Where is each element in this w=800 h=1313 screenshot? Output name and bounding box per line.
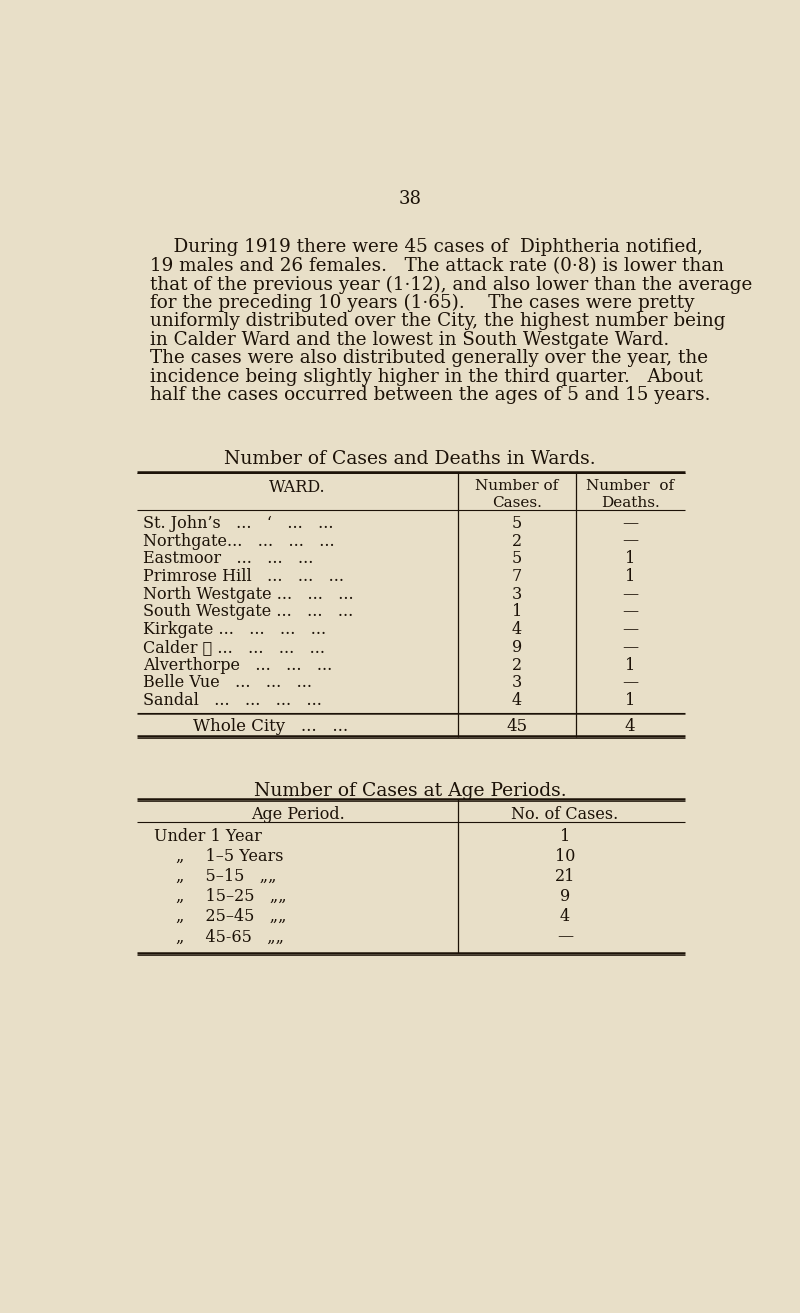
Text: 7: 7 xyxy=(512,569,522,586)
Text: Under 1 Year: Under 1 Year xyxy=(154,829,262,846)
Text: Number  of
Deaths.: Number of Deaths. xyxy=(586,479,674,509)
Text: —: — xyxy=(622,586,638,603)
Text: 38: 38 xyxy=(398,190,422,207)
Text: 4: 4 xyxy=(512,621,522,638)
Text: 21: 21 xyxy=(555,868,575,885)
Text: 19 males and 26 females.   The attack rate (0·8) is lower than: 19 males and 26 females. The attack rate… xyxy=(150,257,724,274)
Text: The cases were also distributed generally over the year, the: The cases were also distributed generall… xyxy=(150,349,709,368)
Text: Whole City   ...   ...: Whole City ... ... xyxy=(193,718,348,735)
Text: „  45-65   „„: „ 45-65 „„ xyxy=(176,928,284,945)
Text: Age Period.: Age Period. xyxy=(250,806,345,823)
Text: During 1919 there were 45 cases of  Diphtheria notified,: During 1919 there were 45 cases of Dipht… xyxy=(150,239,703,256)
Text: Eastmoor   ...   ...   ...: Eastmoor ... ... ... xyxy=(143,550,314,567)
Text: Sandal   ...   ...   ...   ...: Sandal ... ... ... ... xyxy=(143,692,322,709)
Text: 1: 1 xyxy=(625,550,635,567)
Text: 4: 4 xyxy=(625,718,635,735)
Text: 1: 1 xyxy=(625,692,635,709)
Text: —: — xyxy=(622,515,638,532)
Text: for the preceding 10 years (1·65).    The cases were pretty: for the preceding 10 years (1·65). The c… xyxy=(150,294,695,312)
Text: 1: 1 xyxy=(512,604,522,620)
Text: 2: 2 xyxy=(512,656,522,674)
Text: 5: 5 xyxy=(512,550,522,567)
Text: —: — xyxy=(622,533,638,550)
Text: 4: 4 xyxy=(560,909,570,926)
Text: Number of Cases at Age Periods.: Number of Cases at Age Periods. xyxy=(254,783,566,800)
Text: 10: 10 xyxy=(555,848,575,865)
Text: —: — xyxy=(622,675,638,691)
Text: incidence being slightly higher in the third quarter.   About: incidence being slightly higher in the t… xyxy=(150,368,703,386)
Text: 3: 3 xyxy=(512,675,522,691)
Text: Northgate...   ...   ...   ...: Northgate... ... ... ... xyxy=(143,533,335,550)
Text: South Westgate ...   ...   ...: South Westgate ... ... ... xyxy=(143,604,354,620)
Text: „  15–25   „„: „ 15–25 „„ xyxy=(176,889,286,905)
Text: St. John’s   ...   ‘   ...   ...: St. John’s ... ‘ ... ... xyxy=(143,515,334,532)
Text: in Calder Ward and the lowest in South Westgate Ward.: in Calder Ward and the lowest in South W… xyxy=(150,331,670,349)
Text: Number of Cases and Deaths in Wards.: Number of Cases and Deaths in Wards. xyxy=(224,450,596,469)
Text: 45: 45 xyxy=(506,718,527,735)
Text: North Westgate ...   ...   ...: North Westgate ... ... ... xyxy=(143,586,354,603)
Text: „  5–15   „„: „ 5–15 „„ xyxy=(176,868,277,885)
Text: that of the previous year (1·12), and also lower than the average: that of the previous year (1·12), and al… xyxy=(150,276,753,294)
Text: 1: 1 xyxy=(625,569,635,586)
Text: —: — xyxy=(622,604,638,620)
Text: Kirkgate ...   ...   ...   ...: Kirkgate ... ... ... ... xyxy=(143,621,326,638)
Text: 9: 9 xyxy=(512,639,522,655)
Text: uniformly distributed over the City, the highest number being: uniformly distributed over the City, the… xyxy=(150,312,726,331)
Text: „  25–45   „„: „ 25–45 „„ xyxy=(176,909,286,926)
Text: 5: 5 xyxy=(512,515,522,532)
Text: —: — xyxy=(622,621,638,638)
Text: „  1–5 Years: „ 1–5 Years xyxy=(176,848,283,865)
Text: Calder ∷ ...   ...   ...   ...: Calder ∷ ... ... ... ... xyxy=(143,639,326,655)
Text: 1: 1 xyxy=(560,829,570,846)
Text: 3: 3 xyxy=(512,586,522,603)
Text: 9: 9 xyxy=(560,889,570,905)
Text: 1: 1 xyxy=(625,656,635,674)
Text: Number of
Cases.: Number of Cases. xyxy=(475,479,558,509)
Text: Alverthorpe   ...   ...   ...: Alverthorpe ... ... ... xyxy=(143,656,333,674)
Text: No. of Cases.: No. of Cases. xyxy=(511,806,618,823)
Text: —: — xyxy=(622,639,638,655)
Text: WARD.: WARD. xyxy=(270,479,326,496)
Text: Primrose Hill   ...   ...   ...: Primrose Hill ... ... ... xyxy=(143,569,344,586)
Text: Belle Vue   ...   ...   ...: Belle Vue ... ... ... xyxy=(143,675,312,691)
Text: 4: 4 xyxy=(512,692,522,709)
Text: half the cases occurred between the ages of 5 and 15 years.: half the cases occurred between the ages… xyxy=(150,386,711,404)
Text: 2: 2 xyxy=(512,533,522,550)
Text: —: — xyxy=(557,928,573,945)
